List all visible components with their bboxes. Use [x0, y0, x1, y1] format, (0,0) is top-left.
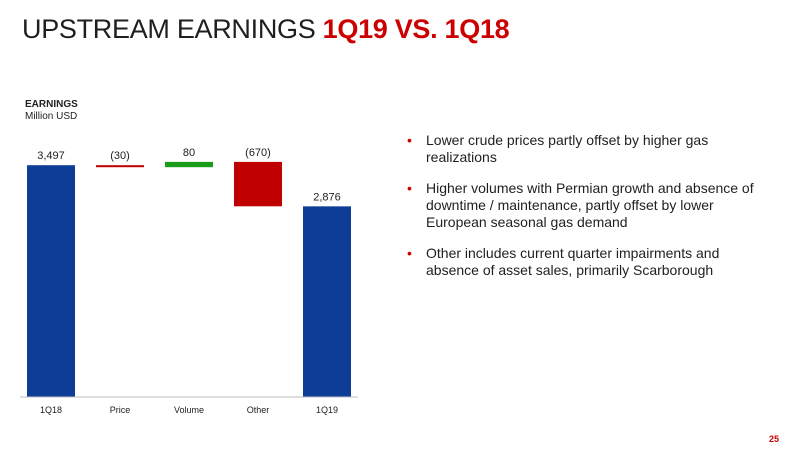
x-tick-label: Other — [247, 405, 270, 415]
x-tick-label: Volume — [174, 405, 204, 415]
waterfall-chart: 3,497 1Q18 (30) Price 80 Volume (670) Other 2,87… — [20, 147, 358, 415]
data-label: 2,876 — [313, 191, 341, 203]
slide-title-main: UPSTREAM EARNINGS — [22, 14, 323, 44]
bullet-dot-icon: • — [407, 245, 412, 261]
bullet-item: • Other includes current quarter impairme… — [405, 245, 765, 279]
bullet-item: • Lower crude prices partly offset by hig… — [405, 132, 765, 166]
bullet-list: • Lower crude prices partly offset by hig… — [405, 132, 765, 293]
bar-other — [234, 161, 282, 207]
slide-title-accent: 1Q19 VS. 1Q18 — [322, 14, 510, 44]
data-label: (30) — [110, 150, 130, 162]
bullet-dot-icon: • — [407, 132, 412, 148]
bullet-dot-icon: • — [407, 180, 412, 196]
bullet-item: • Higher volumes with Permian growth and … — [405, 180, 765, 231]
chart-title: EARNINGS — [25, 99, 78, 110]
x-tick-label: Price — [110, 405, 131, 415]
bullet-text: Higher volumes with Permian growth and a… — [426, 180, 754, 230]
chart-label: EARNINGS Million USD — [25, 99, 78, 123]
data-label: 80 — [183, 147, 195, 159]
bar-volume — [165, 161, 213, 168]
bar-price — [96, 165, 144, 168]
data-label: 3,497 — [37, 150, 65, 162]
bar-1q18 — [27, 165, 75, 397]
bullet-text: Other includes current quarter impairmen… — [426, 245, 720, 278]
x-tick-label: 1Q19 — [316, 405, 338, 415]
chart-unit: Million USD — [25, 111, 78, 122]
data-label: (670) — [245, 147, 271, 159]
x-tick-label: 1Q18 — [40, 405, 62, 415]
bullet-text: Lower crude prices partly offset by high… — [426, 132, 709, 165]
bar-1q19 — [303, 206, 351, 397]
page-number: 25 — [768, 434, 779, 444]
slide-title: UPSTREAM EARNINGS 1Q19 VS. 1Q18 — [22, 14, 510, 45]
